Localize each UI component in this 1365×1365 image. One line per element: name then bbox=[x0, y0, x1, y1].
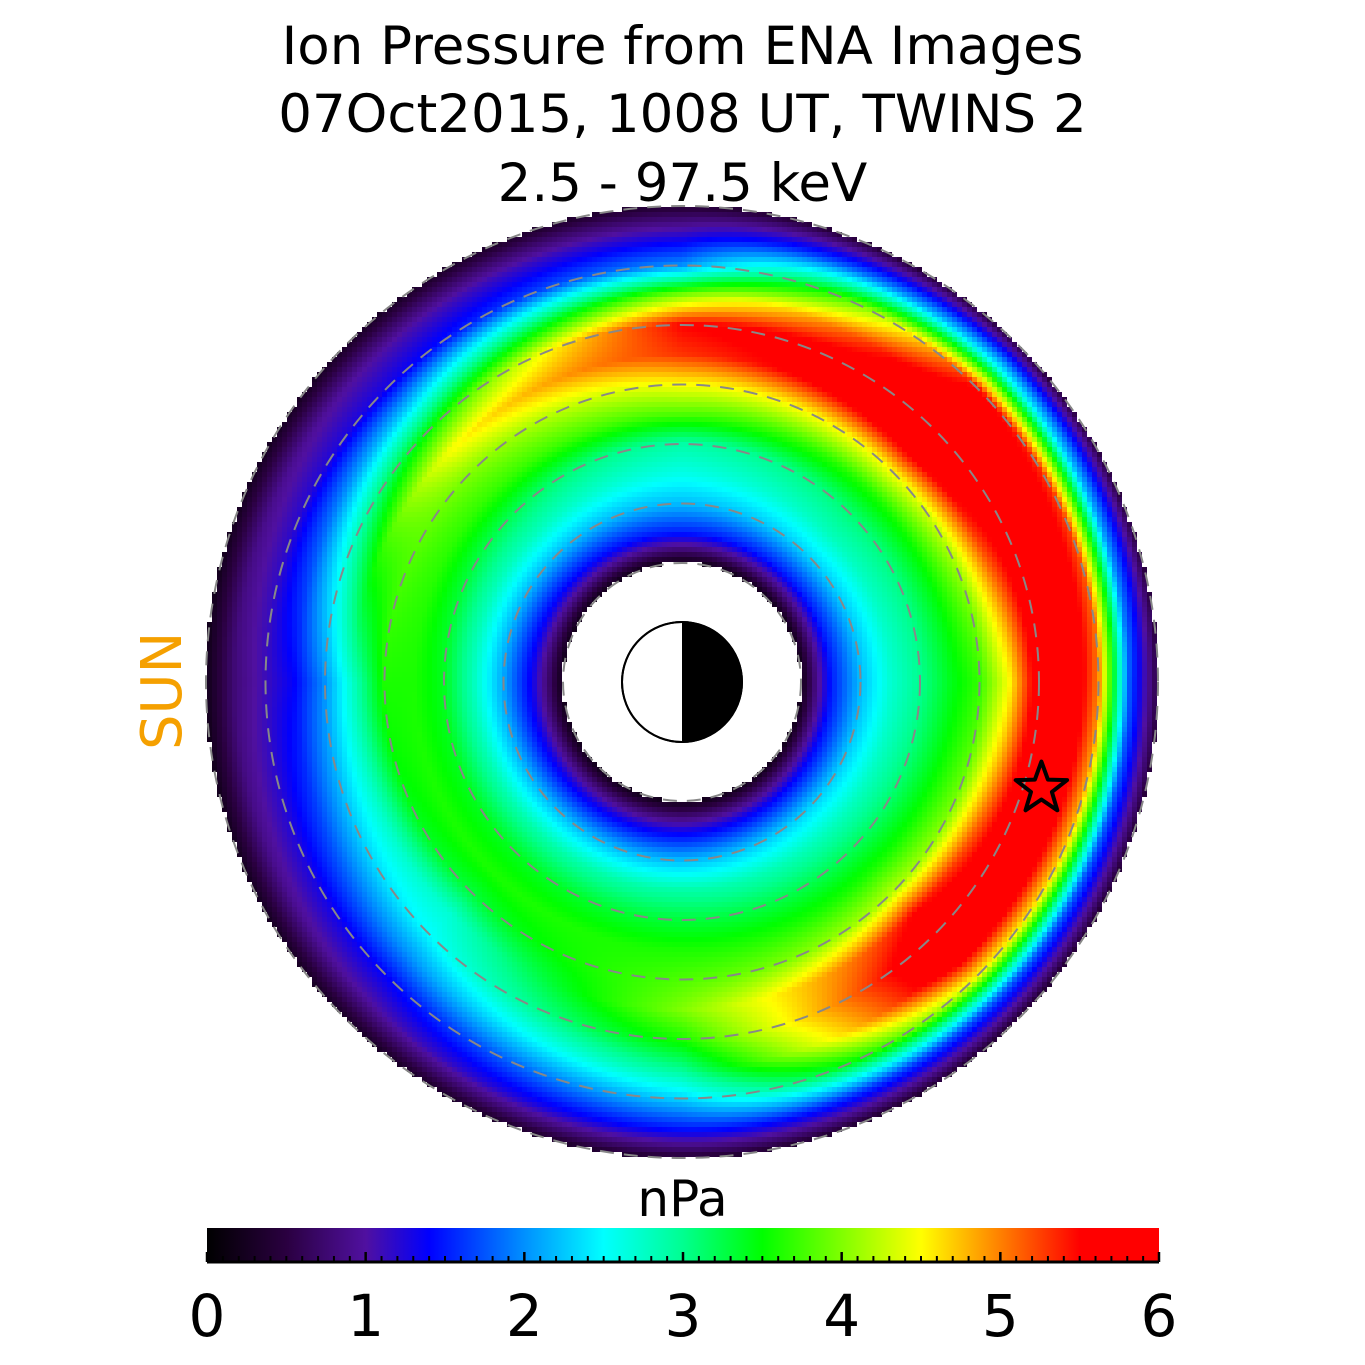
colorbar-tick-label: 1 bbox=[347, 1282, 385, 1350]
colorbar-tick-label: 0 bbox=[188, 1282, 226, 1350]
grid-circle bbox=[443, 443, 921, 921]
grid-circle bbox=[324, 324, 1040, 1040]
earth-night-side bbox=[682, 622, 742, 742]
satellite-star-icon bbox=[1013, 759, 1070, 813]
colorbar-unit-label: nPa bbox=[637, 1170, 728, 1228]
grid-circle bbox=[205, 205, 1159, 1159]
grid-circle bbox=[502, 502, 862, 862]
title-line-1: Ion Pressure from ENA Images bbox=[281, 16, 1084, 77]
colorbar-tick-label: 3 bbox=[664, 1282, 702, 1350]
colorbar-tick-label: 5 bbox=[981, 1282, 1019, 1350]
grid-circle bbox=[383, 383, 981, 981]
grid-circle bbox=[264, 264, 1100, 1100]
colorbar-tick-label: 4 bbox=[823, 1282, 861, 1350]
title-line-3: 2.5 - 97.5 keV bbox=[497, 153, 868, 214]
title-line-2: 07Oct2015, 1008 UT, TWINS 2 bbox=[278, 84, 1087, 145]
grid-circle bbox=[562, 562, 802, 802]
sun-direction-label: SUN bbox=[130, 631, 195, 750]
colorbar-tick-label: 2 bbox=[505, 1282, 543, 1350]
earth-outline bbox=[621, 621, 743, 743]
colorbar-tick-label: 6 bbox=[1140, 1282, 1178, 1350]
